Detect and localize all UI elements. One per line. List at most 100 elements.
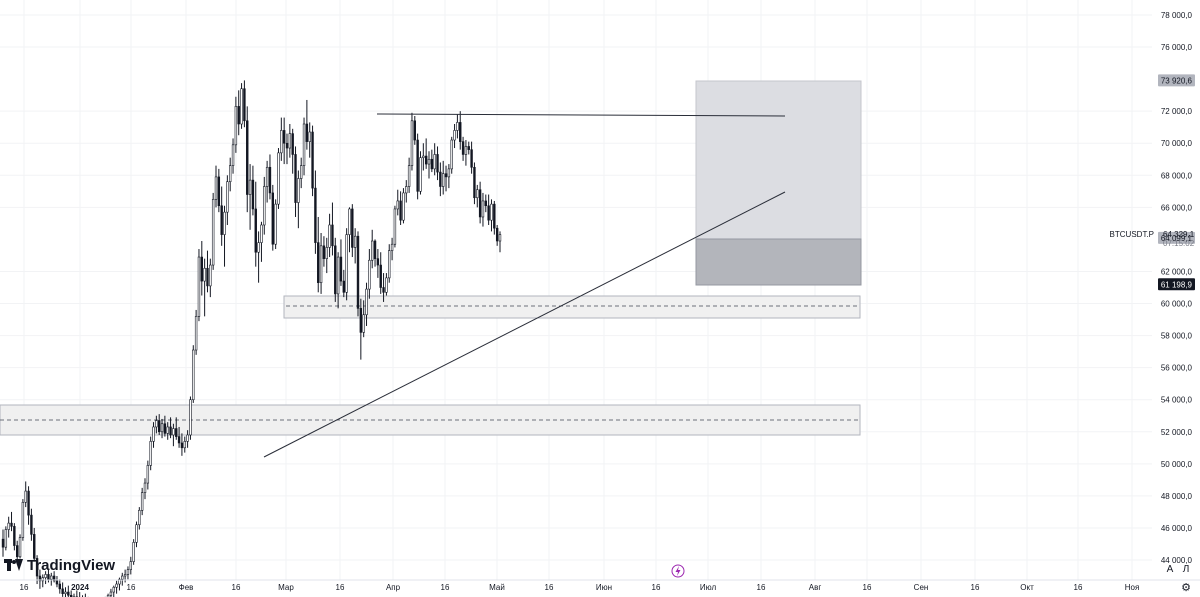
candle-body xyxy=(470,149,473,168)
last-price-value: 64 329,1 xyxy=(1163,230,1195,239)
candle-body xyxy=(229,165,232,183)
candle-body xyxy=(160,423,164,433)
candle-body xyxy=(447,168,451,178)
price-tick-label: 78 000,0 xyxy=(1161,11,1193,20)
candle-body xyxy=(427,158,431,165)
candle-body xyxy=(379,264,382,288)
candle-body xyxy=(149,441,152,466)
candle-body xyxy=(459,122,462,142)
settings-gear-icon[interactable]: ⚙ xyxy=(1181,581,1191,594)
candle-body xyxy=(319,245,323,283)
candle-body xyxy=(13,526,16,546)
candle-body xyxy=(297,178,300,203)
candle-body xyxy=(439,171,442,187)
position-stop-zone xyxy=(695,238,862,286)
candle-body xyxy=(200,256,203,282)
candle-body xyxy=(246,120,249,195)
candle-body xyxy=(50,575,53,580)
time-axis[interactable]: 16 2024 16 Фев 16 Мар 16 Апр 16 Май 16 Июн 16 Июл 16 Ав… xyxy=(0,579,1200,592)
candle-body xyxy=(277,152,280,205)
price-tick-label: 46 000,0 xyxy=(1161,524,1193,533)
candle-body xyxy=(251,179,255,210)
candle-body xyxy=(359,308,363,333)
candle-body xyxy=(265,166,269,187)
log-scale-button[interactable]: Л xyxy=(1182,563,1190,575)
candle-body xyxy=(456,122,459,131)
candle-body xyxy=(473,166,476,199)
candle-body xyxy=(291,133,294,155)
candle-body xyxy=(243,88,246,122)
candle-body xyxy=(450,139,453,170)
price-label-tag xyxy=(1158,74,1195,87)
candle-body xyxy=(240,88,243,125)
candle-body xyxy=(175,428,178,437)
candle-body xyxy=(27,490,30,516)
candle-body xyxy=(410,120,414,166)
candle-body xyxy=(21,501,25,538)
candle-body xyxy=(64,591,67,594)
candle-body xyxy=(478,189,482,218)
candle-body xyxy=(33,534,36,559)
candle-body xyxy=(365,288,368,316)
time-tick-label: 16 xyxy=(757,583,766,592)
time-tick-label: 16 xyxy=(232,583,241,592)
price-tick-label: 62 000,0 xyxy=(1161,267,1193,276)
candle-body xyxy=(385,277,388,293)
candle-body xyxy=(203,267,206,282)
support-zone-upper xyxy=(283,295,861,319)
candle-body xyxy=(211,199,215,266)
candle-body xyxy=(271,192,274,245)
ascending-trend-line[interactable] xyxy=(263,191,786,458)
candle-body xyxy=(47,574,50,580)
candle-body xyxy=(254,208,257,253)
candle-body xyxy=(268,166,272,194)
candle-body xyxy=(282,130,286,144)
resistance-line[interactable] xyxy=(376,113,786,117)
candle-body xyxy=(109,591,113,596)
candle-body xyxy=(464,146,468,155)
candle-body xyxy=(197,256,201,317)
tradingview-logo-text: TradingView xyxy=(27,556,116,574)
candle-body xyxy=(234,106,238,146)
candle-body xyxy=(126,569,130,575)
tradingview-logo: TradingView xyxy=(4,556,115,574)
candle-body xyxy=(308,131,311,142)
candle-body xyxy=(305,123,309,142)
candle-body xyxy=(322,245,326,259)
candle-body xyxy=(123,574,127,577)
candle-body xyxy=(390,243,394,251)
candle-body xyxy=(405,186,408,194)
candle-body xyxy=(257,242,260,253)
price-axis[interactable]: 78 000,0 76 000,0 72 000,0 70 000,0 68 000,0… xyxy=(1161,11,1193,565)
candle-body xyxy=(311,131,314,189)
auto-scale-button[interactable]: A xyxy=(1166,563,1174,575)
candle-body xyxy=(467,146,470,150)
candle-body xyxy=(498,234,502,242)
candle-body xyxy=(30,514,33,535)
candle-body xyxy=(285,142,289,149)
candle-body xyxy=(299,165,303,179)
candle-body xyxy=(223,211,226,235)
time-tick-label: Май xyxy=(489,583,505,592)
candle-body xyxy=(35,558,39,577)
tradingview-logo-icon xyxy=(4,559,24,571)
candle-body xyxy=(152,426,155,442)
candle-body xyxy=(112,586,115,593)
price-label-tag xyxy=(1158,231,1195,244)
lightning-icon[interactable] xyxy=(671,564,685,578)
candle-body xyxy=(4,529,8,548)
price-tick-label: 70 000,0 xyxy=(1161,139,1193,148)
time-tick-label: 16 xyxy=(971,583,980,592)
price-label-tag xyxy=(1158,278,1195,291)
candle-body xyxy=(345,234,348,293)
candle-body xyxy=(484,200,487,207)
candle-body xyxy=(325,247,328,259)
price-label-text: 64 099,1 xyxy=(1161,234,1193,243)
candle-body xyxy=(69,594,73,597)
candle-body xyxy=(67,591,70,596)
symbol-label: BTCUSDT.P xyxy=(1110,230,1154,239)
price-tick-label: 50 000,0 xyxy=(1161,460,1193,469)
time-tick-label: Июл xyxy=(700,583,717,592)
candle-body xyxy=(376,258,380,266)
